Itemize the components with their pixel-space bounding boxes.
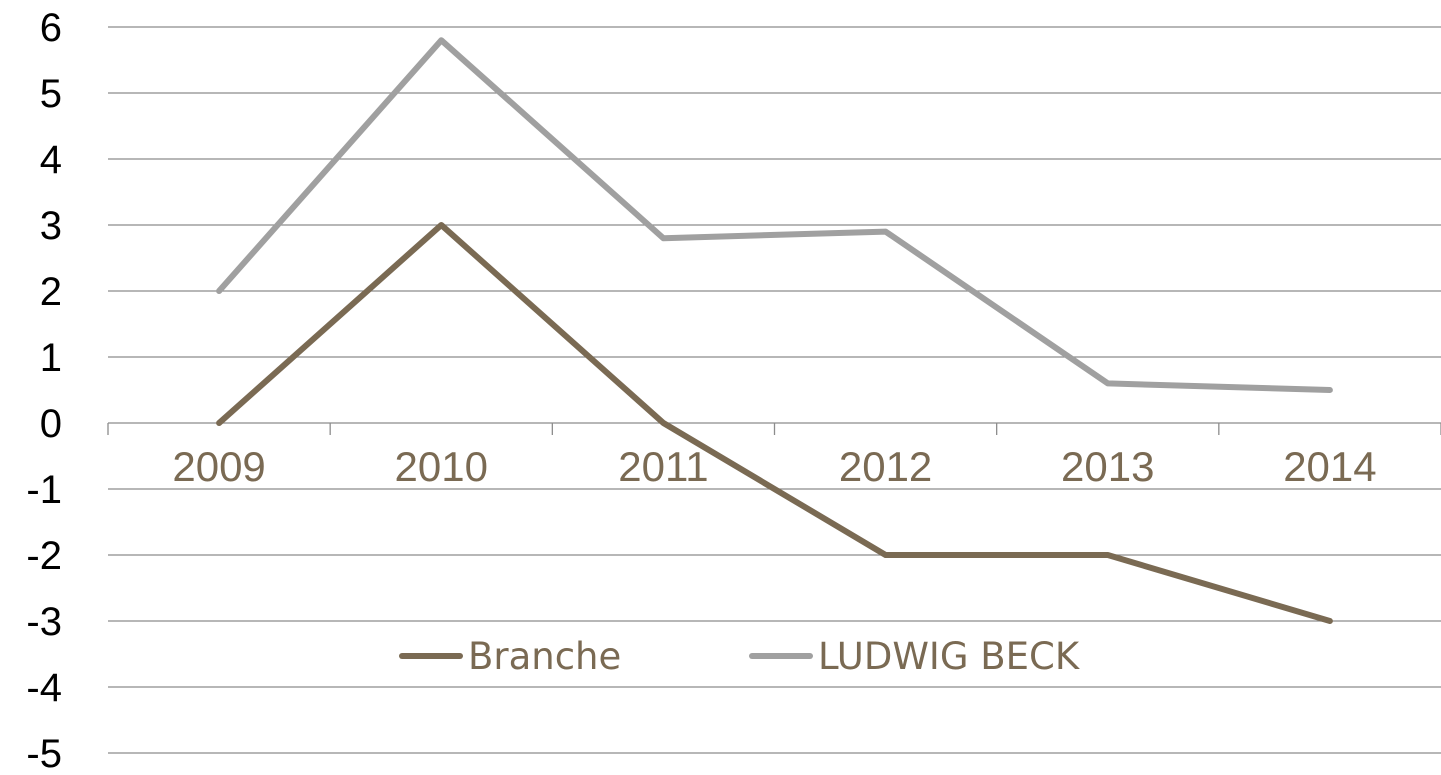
y-tick-label: 0: [40, 402, 62, 446]
x-axis: [107, 422, 1441, 435]
x-tick-label: 2012: [839, 443, 932, 490]
x-tick-label: 2013: [1061, 443, 1154, 490]
y-tick-label: -1: [26, 468, 62, 512]
x-tick-label: 2010: [395, 443, 488, 490]
x-axis-tick-labels: 2009 2010 2011 2012 2013 2014: [172, 443, 1376, 490]
series-line-branche: [216, 222, 1333, 624]
legend-label: LUDWIG BECK: [818, 635, 1081, 678]
y-tick-label: 3: [40, 204, 62, 248]
legend-label: Branche: [468, 635, 621, 678]
legend: Branche LUDWIG BECK: [399, 635, 1081, 678]
y-tick-label: 2: [40, 270, 62, 314]
y-tick-label: -5: [26, 732, 62, 775]
y-tick-label: 1: [40, 336, 62, 380]
x-tick-label: 2009: [172, 443, 265, 490]
y-tick-label: -2: [26, 534, 62, 578]
y-tick-label: 6: [40, 6, 62, 50]
series-line-ludwig-beck: [216, 37, 1333, 393]
series-lines: [216, 37, 1333, 624]
y-tick-label: 4: [40, 138, 62, 182]
y-tick-label: 5: [40, 72, 62, 116]
x-tick-label: 2014: [1283, 443, 1376, 490]
x-tick-label: 2011: [618, 443, 708, 490]
y-tick-label: -4: [26, 666, 62, 710]
y-tick-label: -3: [26, 600, 62, 644]
gridlines: [108, 26, 1441, 754]
y-axis-tick-labels: 6 5 4 3 2 1 0 -1 -2 -3 -4 -5: [26, 6, 62, 775]
